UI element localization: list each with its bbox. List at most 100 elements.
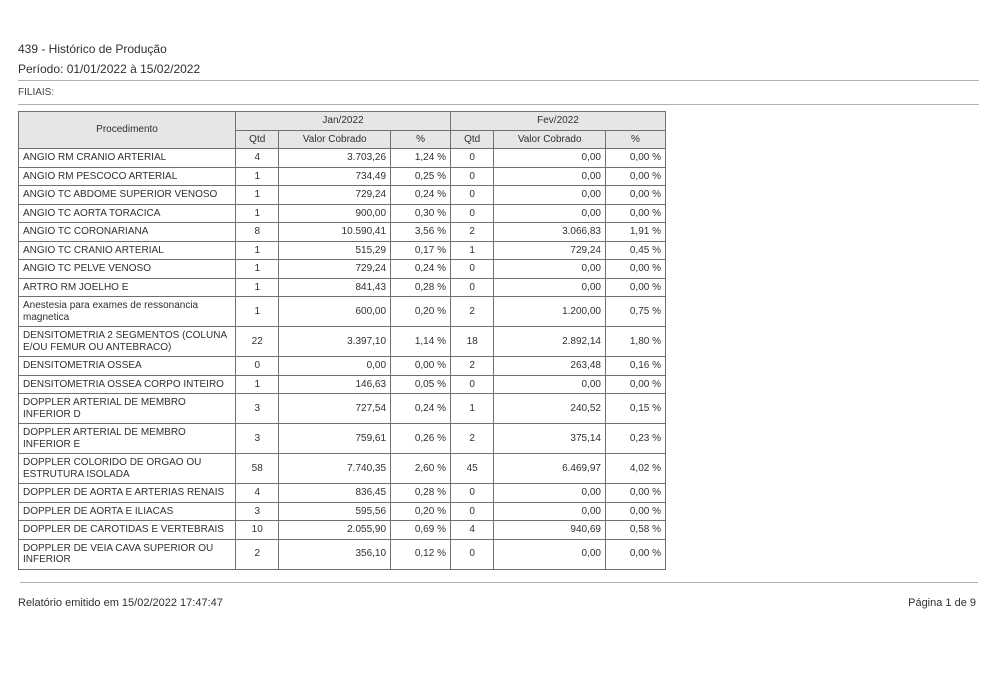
cell-pct-1: 0,28 % <box>391 278 451 297</box>
cell-pct-1: 1,24 % <box>391 149 451 168</box>
cell-procedure: ANGIO TC PELVE VENOSO <box>19 260 236 279</box>
cell-valor-2: 729,24 <box>494 241 606 260</box>
table-row: DENSITOMETRIA OSSEA00,000,00 %2263,480,1… <box>19 357 666 376</box>
col-pct-2: % <box>606 130 666 149</box>
cell-valor-1: 515,29 <box>279 241 391 260</box>
cell-pct-2: 0,00 % <box>606 149 666 168</box>
cell-pct-1: 0,05 % <box>391 375 451 394</box>
cell-valor-1: 7.740,35 <box>279 454 391 484</box>
cell-pct-1: 0,24 % <box>391 394 451 424</box>
report-title: 439 - Histórico de Produção <box>18 42 979 56</box>
cell-pct-1: 0,28 % <box>391 484 451 503</box>
cell-procedure: DENSITOMETRIA OSSEA CORPO INTEIRO <box>19 375 236 394</box>
cell-pct-1: 0,20 % <box>391 297 451 327</box>
cell-valor-2: 940,69 <box>494 521 606 540</box>
cell-qtd-2: 1 <box>450 394 493 424</box>
table-row: ANGIO TC ABDOME SUPERIOR VENOSO1729,240,… <box>19 186 666 205</box>
cell-qtd-2: 2 <box>450 424 493 454</box>
col-group-fev: Fev/2022 <box>450 112 665 131</box>
cell-procedure: ANGIO TC CRANIO ARTERIAL <box>19 241 236 260</box>
cell-valor-1: 3.703,26 <box>279 149 391 168</box>
cell-pct-2: 4,02 % <box>606 454 666 484</box>
divider <box>18 80 979 81</box>
table-row: DOPPLER ARTERIAL DE MEMBRO INFERIOR E375… <box>19 424 666 454</box>
cell-qtd-2: 0 <box>450 167 493 186</box>
cell-qtd-2: 1 <box>450 241 493 260</box>
cell-procedure: DOPPLER DE CAROTIDAS E VERTEBRAIS <box>19 521 236 540</box>
cell-pct-1: 0,26 % <box>391 424 451 454</box>
cell-qtd-2: 0 <box>450 278 493 297</box>
cell-procedure: ANGIO RM CRANIO ARTERIAL <box>19 149 236 168</box>
table-row: ANGIO TC PELVE VENOSO1729,240,24 %00,000… <box>19 260 666 279</box>
col-qtd-2: Qtd <box>450 130 493 149</box>
col-procedure-header: Procedimento <box>19 112 236 149</box>
cell-valor-1: 900,00 <box>279 204 391 223</box>
footer-divider <box>20 582 978 583</box>
cell-pct-1: 2,60 % <box>391 454 451 484</box>
table-row: DOPPLER DE AORTA E ARTERIAS RENAIS4836,4… <box>19 484 666 503</box>
cell-qtd-2: 2 <box>450 223 493 242</box>
cell-valor-1: 729,24 <box>279 260 391 279</box>
cell-pct-2: 1,80 % <box>606 327 666 357</box>
cell-valor-1: 146,63 <box>279 375 391 394</box>
cell-qtd-1: 1 <box>236 260 279 279</box>
cell-valor-2: 0,00 <box>494 186 606 205</box>
cell-pct-1: 1,14 % <box>391 327 451 357</box>
cell-pct-1: 0,24 % <box>391 186 451 205</box>
cell-pct-1: 0,12 % <box>391 539 451 569</box>
cell-valor-2: 6.469,97 <box>494 454 606 484</box>
cell-valor-1: 600,00 <box>279 297 391 327</box>
cell-procedure: DOPPLER ARTERIAL DE MEMBRO INFERIOR E <box>19 424 236 454</box>
cell-procedure: ANGIO TC AORTA TORACICA <box>19 204 236 223</box>
cell-qtd-1: 1 <box>236 297 279 327</box>
cell-qtd-2: 2 <box>450 297 493 327</box>
cell-qtd-1: 1 <box>236 186 279 205</box>
cell-qtd-2: 0 <box>450 539 493 569</box>
cell-valor-2: 263,48 <box>494 357 606 376</box>
table-row: ANGIO RM CRANIO ARTERIAL43.703,261,24 %0… <box>19 149 666 168</box>
cell-valor-1: 0,00 <box>279 357 391 376</box>
cell-pct-1: 0,69 % <box>391 521 451 540</box>
table-row: Anestesia para exames de ressonancia mag… <box>19 297 666 327</box>
cell-valor-1: 727,54 <box>279 394 391 424</box>
cell-qtd-1: 10 <box>236 521 279 540</box>
cell-procedure: ANGIO TC CORONARIANA <box>19 223 236 242</box>
cell-procedure: ANGIO RM PESCOCO ARTERIAL <box>19 167 236 186</box>
cell-valor-1: 759,61 <box>279 424 391 454</box>
cell-procedure: DOPPLER DE VEIA CAVA SUPERIOR OU INFERIO… <box>19 539 236 569</box>
cell-valor-2: 0,00 <box>494 278 606 297</box>
cell-qtd-2: 0 <box>450 484 493 503</box>
cell-procedure: DOPPLER DE AORTA E ARTERIAS RENAIS <box>19 484 236 503</box>
cell-procedure: DOPPLER DE AORTA E ILIACAS <box>19 502 236 521</box>
cell-pct-2: 0,75 % <box>606 297 666 327</box>
cell-qtd-2: 18 <box>450 327 493 357</box>
cell-pct-1: 0,00 % <box>391 357 451 376</box>
cell-pct-1: 3,56 % <box>391 223 451 242</box>
footer-emitted: Relatório emitido em 15/02/2022 17:47:47 <box>18 597 223 609</box>
table-row: ARTRO RM JOELHO E1841,430,28 %00,000,00 … <box>19 278 666 297</box>
table-row: ANGIO TC AORTA TORACICA1900,000,30 %00,0… <box>19 204 666 223</box>
col-pct-1: % <box>391 130 451 149</box>
cell-pct-2: 0,00 % <box>606 167 666 186</box>
table-row: DENSITOMETRIA OSSEA CORPO INTEIRO1146,63… <box>19 375 666 394</box>
cell-pct-2: 0,00 % <box>606 278 666 297</box>
cell-procedure: DOPPLER COLORIDO DE ORGAO OU ESTRUTURA I… <box>19 454 236 484</box>
cell-valor-2: 0,00 <box>494 204 606 223</box>
cell-pct-1: 0,17 % <box>391 241 451 260</box>
production-table: Procedimento Jan/2022 Fev/2022 Qtd Valor… <box>18 111 666 570</box>
cell-valor-2: 2.892,14 <box>494 327 606 357</box>
cell-valor-2: 0,00 <box>494 375 606 394</box>
cell-pct-2: 0,16 % <box>606 357 666 376</box>
cell-pct-2: 0,15 % <box>606 394 666 424</box>
cell-valor-2: 0,00 <box>494 484 606 503</box>
cell-qtd-2: 4 <box>450 521 493 540</box>
cell-pct-2: 0,23 % <box>606 424 666 454</box>
cell-qtd-1: 1 <box>236 375 279 394</box>
cell-qtd-1: 3 <box>236 424 279 454</box>
table-row: ANGIO TC CORONARIANA810.590,413,56 %23.0… <box>19 223 666 242</box>
cell-procedure: Anestesia para exames de ressonancia mag… <box>19 297 236 327</box>
cell-pct-2: 0,00 % <box>606 204 666 223</box>
cell-valor-1: 595,56 <box>279 502 391 521</box>
cell-valor-2: 375,14 <box>494 424 606 454</box>
cell-qtd-1: 1 <box>236 204 279 223</box>
